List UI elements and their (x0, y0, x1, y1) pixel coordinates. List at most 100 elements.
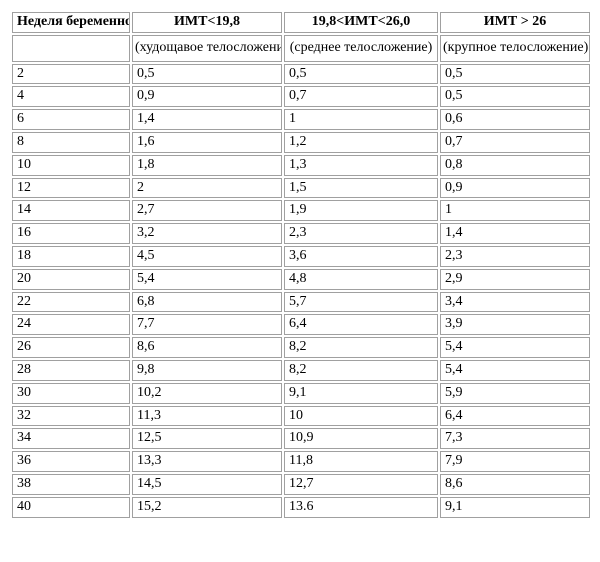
table-row: 40,90,70,5 (12, 86, 590, 107)
cell-c: 0,5 (440, 64, 590, 85)
cell-c: 3,9 (440, 314, 590, 335)
cell-a: 5,4 (132, 269, 282, 290)
cell-week: 28 (12, 360, 130, 381)
cell-week: 16 (12, 223, 130, 244)
cell-b: 10 (284, 406, 438, 427)
cell-a: 14,5 (132, 474, 282, 495)
table-row: 3010,29,15,9 (12, 383, 590, 404)
cell-b: 9,1 (284, 383, 438, 404)
table-header-row: Неделя беременности ИМТ<19,8 19,8<ИМТ<26… (12, 12, 590, 33)
cell-a: 1,8 (132, 155, 282, 176)
table-row: 3613,311,87,9 (12, 451, 590, 472)
cell-c: 0,8 (440, 155, 590, 176)
cell-week: 4 (12, 86, 130, 107)
cell-week: 32 (12, 406, 130, 427)
cell-c: 2,9 (440, 269, 590, 290)
cell-a: 0,5 (132, 64, 282, 85)
cell-a: 15,2 (132, 497, 282, 518)
cell-a: 7,7 (132, 314, 282, 335)
col-header-bmi-mid: 19,8<ИМТ<26,0 (284, 12, 438, 33)
table-row: 289,88,25,4 (12, 360, 590, 381)
cell-week: 30 (12, 383, 130, 404)
cell-b: 5,7 (284, 292, 438, 313)
cell-b: 1,2 (284, 132, 438, 153)
table-row: 268,68,25,4 (12, 337, 590, 358)
cell-a: 9,8 (132, 360, 282, 381)
cell-week: 10 (12, 155, 130, 176)
cell-b: 12,7 (284, 474, 438, 495)
cell-a: 11,3 (132, 406, 282, 427)
cell-a: 2,7 (132, 200, 282, 221)
table-row: 247,76,43,9 (12, 314, 590, 335)
cell-a: 8,6 (132, 337, 282, 358)
cell-c: 3,4 (440, 292, 590, 313)
cell-c: 5,4 (440, 337, 590, 358)
table-row: 81,61,20,7 (12, 132, 590, 153)
cell-c: 7,3 (440, 428, 590, 449)
col-subheader-bmi-high: (крупное телосложение) (440, 35, 590, 62)
table-row: 61,410,6 (12, 109, 590, 130)
table-row: 184,53,62,3 (12, 246, 590, 267)
cell-week: 14 (12, 200, 130, 221)
cell-a: 10,2 (132, 383, 282, 404)
cell-a: 13,3 (132, 451, 282, 472)
cell-c: 2,3 (440, 246, 590, 267)
cell-b: 10,9 (284, 428, 438, 449)
cell-b: 4,8 (284, 269, 438, 290)
col-header-week: Неделя беременности (12, 12, 130, 33)
cell-week: 6 (12, 109, 130, 130)
cell-b: 1,5 (284, 178, 438, 199)
cell-c: 0,5 (440, 86, 590, 107)
table-row: 226,85,73,4 (12, 292, 590, 313)
cell-a: 0,9 (132, 86, 282, 107)
cell-b: 8,2 (284, 360, 438, 381)
cell-b: 1,9 (284, 200, 438, 221)
col-header-bmi-low: ИМТ<19,8 (132, 12, 282, 33)
cell-week: 12 (12, 178, 130, 199)
table-row: 3814,512,78,6 (12, 474, 590, 495)
cell-b: 13.6 (284, 497, 438, 518)
col-subheader-bmi-low: (худощавое телосложение) (132, 35, 282, 62)
cell-b: 1,3 (284, 155, 438, 176)
table-row: 3211,3106,4 (12, 406, 590, 427)
cell-week: 8 (12, 132, 130, 153)
cell-week: 18 (12, 246, 130, 267)
cell-week: 26 (12, 337, 130, 358)
cell-c: 5,4 (440, 360, 590, 381)
table-row: 20,50,50,5 (12, 64, 590, 85)
cell-a: 12,5 (132, 428, 282, 449)
bmi-weight-gain-table: Неделя беременности ИМТ<19,8 19,8<ИМТ<26… (10, 10, 592, 520)
cell-week: 36 (12, 451, 130, 472)
cell-b: 0,5 (284, 64, 438, 85)
cell-b: 6,4 (284, 314, 438, 335)
cell-b: 1 (284, 109, 438, 130)
cell-week: 24 (12, 314, 130, 335)
cell-c: 6,4 (440, 406, 590, 427)
table-row: 3412,510,97,3 (12, 428, 590, 449)
table-row: 163,22,31,4 (12, 223, 590, 244)
col-subheader-bmi-mid: (среднее телосложение) (284, 35, 438, 62)
cell-a: 2 (132, 178, 282, 199)
cell-c: 8,6 (440, 474, 590, 495)
cell-c: 0,7 (440, 132, 590, 153)
cell-b: 3,6 (284, 246, 438, 267)
cell-a: 1,4 (132, 109, 282, 130)
cell-c: 7,9 (440, 451, 590, 472)
table-row: 14 2,71,91 (12, 200, 590, 221)
cell-c: 9,1 (440, 497, 590, 518)
table-row: 101,81,30,8 (12, 155, 590, 176)
table-body: 20,50,50,540,90,70,561,410,681,61,20,710… (12, 64, 590, 518)
table-row: 4015,213.69,1 (12, 497, 590, 518)
table-subheader-row: (худощавое телосложение) (среднее телосл… (12, 35, 590, 62)
cell-week: 34 (12, 428, 130, 449)
cell-week: 40 (12, 497, 130, 518)
cell-week: 2 (12, 64, 130, 85)
cell-week: 20 (12, 269, 130, 290)
col-header-bmi-high: ИМТ > 26 (440, 12, 590, 33)
cell-week: 22 (12, 292, 130, 313)
cell-b: 2,3 (284, 223, 438, 244)
cell-c: 5,9 (440, 383, 590, 404)
table-row: 1221,50,9 (12, 178, 590, 199)
cell-b: 11,8 (284, 451, 438, 472)
cell-b: 8,2 (284, 337, 438, 358)
